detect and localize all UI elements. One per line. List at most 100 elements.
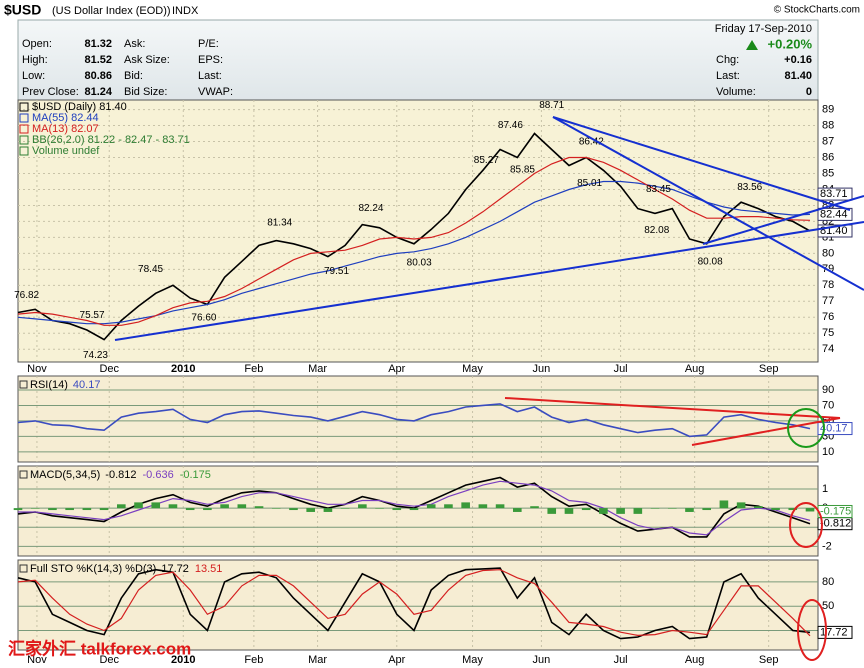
histogram-bar bbox=[65, 508, 74, 511]
x-tick-label: Nov bbox=[27, 363, 47, 375]
quote-value: 81.24 bbox=[84, 86, 112, 98]
histogram-bar bbox=[409, 508, 419, 511]
x-tick-label: Dec bbox=[99, 654, 119, 666]
series-line bbox=[17, 132, 811, 341]
point-label: 85.01 bbox=[577, 178, 602, 189]
point-label: 78.45 bbox=[138, 264, 163, 275]
legend-label: $USD (Daily) 81.40 bbox=[32, 101, 127, 113]
panel-icon bbox=[19, 564, 28, 573]
y-tick-label: 77 bbox=[822, 295, 834, 307]
panels: 74757677787980818283848586878889$USD (Da… bbox=[13, 99, 853, 666]
x-tick-label: Aug bbox=[685, 363, 705, 375]
histogram-bar bbox=[271, 508, 281, 509]
y-tick-label: 86 bbox=[822, 151, 834, 163]
quote-label: High: bbox=[22, 54, 48, 66]
quote-value: 0 bbox=[806, 86, 812, 98]
panel-title: Full STO %K(14,3) %D(3) bbox=[30, 563, 156, 575]
point-label: 79.51 bbox=[324, 266, 349, 277]
x-tick-label: Jul bbox=[614, 654, 628, 666]
x-tick-label: Mar bbox=[308, 363, 327, 375]
legend-swatch bbox=[19, 135, 29, 145]
histogram-bar bbox=[168, 504, 178, 509]
point-label: 82.24 bbox=[358, 203, 383, 214]
y-tick-label: 90 bbox=[822, 384, 834, 396]
y-tick-label: 10 bbox=[822, 446, 834, 458]
y-tick-label: 87 bbox=[822, 135, 834, 147]
x-tick-label: 2010 bbox=[171, 654, 195, 666]
panel-icon bbox=[19, 380, 28, 389]
histogram-bar bbox=[426, 504, 436, 509]
x-tick-label: May bbox=[462, 654, 483, 666]
point-label: 80.08 bbox=[698, 257, 723, 268]
histogram-bar bbox=[134, 502, 143, 509]
point-label: 76.60 bbox=[191, 312, 216, 323]
x-tick-label: Feb bbox=[244, 363, 263, 375]
point-label: 74.23 bbox=[83, 350, 108, 361]
series-line bbox=[18, 480, 811, 536]
histogram-bar bbox=[530, 506, 539, 509]
rsi-trendlines bbox=[504, 397, 841, 446]
histogram-bar bbox=[513, 508, 522, 512]
histogram-bar bbox=[203, 508, 212, 511]
histogram-bar bbox=[444, 504, 453, 509]
trendlines bbox=[114, 116, 864, 341]
histogram-bar bbox=[719, 500, 729, 509]
last-value-label: 40.17 bbox=[820, 422, 848, 434]
histogram-bar bbox=[99, 508, 109, 511]
histogram-bar bbox=[685, 508, 694, 512]
histogram-bar bbox=[478, 504, 488, 509]
quote-label: Prev Close: bbox=[22, 86, 79, 98]
histogram-bar bbox=[771, 508, 780, 511]
x-tick-label: Feb bbox=[244, 654, 263, 666]
x-tick-label: Sep bbox=[759, 654, 779, 666]
series-line bbox=[17, 156, 811, 326]
x-tick-label: May bbox=[462, 363, 483, 375]
point-label: 85.85 bbox=[510, 165, 535, 176]
y-tick-label: 74 bbox=[822, 343, 834, 355]
trendline bbox=[691, 417, 841, 446]
trendline bbox=[702, 195, 864, 245]
copyright: © StockCharts.com bbox=[774, 5, 860, 16]
quote-change-pct: +0.20% bbox=[768, 36, 813, 51]
legend-label: -0.812 bbox=[105, 469, 136, 481]
x-tick-label: Nov bbox=[27, 654, 47, 666]
histogram-bar bbox=[306, 508, 315, 512]
histogram-bar bbox=[650, 508, 660, 509]
symbol-name: (US Dollar Index (EOD)) bbox=[52, 5, 171, 17]
histogram-bar bbox=[754, 506, 763, 509]
legend-swatch bbox=[19, 113, 29, 123]
point-label: 76.82 bbox=[14, 290, 39, 301]
histogram-bar bbox=[48, 508, 57, 511]
quote-label: Chg: bbox=[716, 54, 739, 66]
legend-swatch bbox=[19, 146, 29, 156]
last-value-label: -0.175 bbox=[820, 505, 851, 517]
symbol: $USD bbox=[4, 2, 41, 18]
trendline bbox=[504, 397, 841, 419]
histogram-bar bbox=[599, 508, 608, 514]
histogram-bar bbox=[13, 508, 23, 511]
quote-value: 80.86 bbox=[84, 70, 112, 82]
histogram-bar bbox=[564, 508, 574, 514]
quote-date: Friday 17-Sep-2010 bbox=[715, 23, 812, 35]
y-tick-label: 80 bbox=[822, 576, 834, 588]
last-value-label: 17.72 bbox=[820, 626, 848, 638]
point-label: 75.57 bbox=[80, 310, 105, 321]
x-tick-label: Jul bbox=[614, 363, 628, 375]
panel-background bbox=[17, 559, 819, 651]
histogram-bar bbox=[667, 508, 677, 509]
y-tick-label: 50 bbox=[822, 600, 834, 612]
y-tick-label: 80 bbox=[822, 247, 834, 259]
legend-label: -0.636 bbox=[143, 469, 174, 481]
legend-swatch bbox=[19, 124, 29, 134]
y-tick-label: 78 bbox=[822, 279, 834, 291]
x-tick-label: Apr bbox=[388, 654, 405, 666]
last-value-box bbox=[817, 422, 853, 436]
quote-value: 81.32 bbox=[84, 38, 112, 50]
point-label: 85.27 bbox=[474, 155, 499, 166]
y-tick-label: 85 bbox=[822, 167, 834, 179]
series-line bbox=[17, 180, 811, 325]
histogram-bar bbox=[547, 508, 557, 514]
last-value-label: -0.812 bbox=[820, 518, 851, 530]
quote-value: 81.40 bbox=[784, 70, 812, 82]
trendline bbox=[552, 116, 864, 291]
